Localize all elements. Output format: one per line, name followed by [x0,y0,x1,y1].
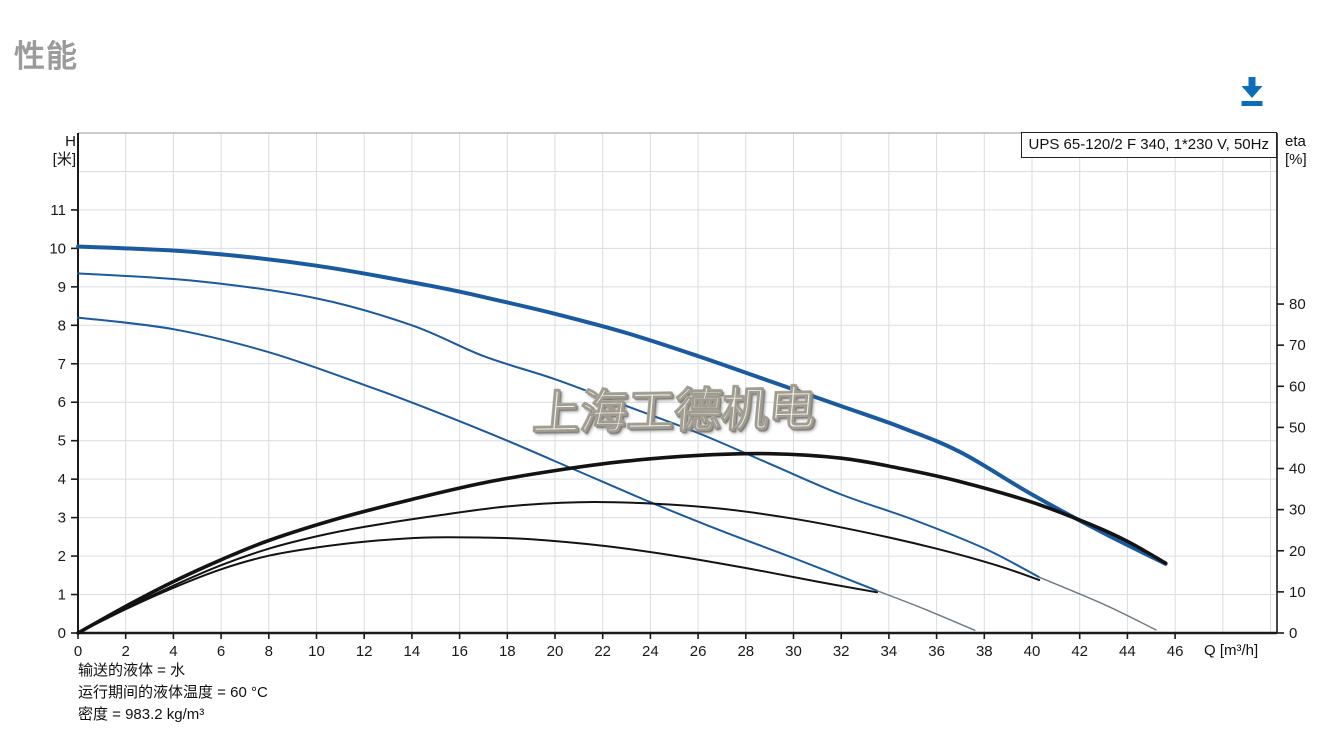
y-right-tick-label: 50 [1289,419,1306,436]
head-curve-speed-1 [77,316,878,592]
x-tick-label: 40 [1024,643,1041,660]
x-tick-label: 8 [265,643,273,660]
y-left-tick-label: 7 [58,356,66,373]
y-right-axis-title-line1: eta [1285,133,1306,150]
y-right-tick-label: 60 [1289,378,1306,395]
download-icon[interactable] [1238,77,1266,107]
x-tick-label: 22 [594,643,611,660]
footnote-liquid-temperature: 运行期间的液体温度 = 60 °C [78,684,268,701]
watermark: 上海工德机电 [531,381,819,440]
y-right-tick-label: 20 [1289,543,1306,560]
y-left-tick-label: 10 [49,240,66,257]
head-curve-speed-2 [77,272,1041,579]
x-tick-label: 18 [499,643,516,660]
footnote-pumped-liquid: 输送的液体 = 水 [78,662,186,679]
eta-curve-speed-2 [77,501,1041,634]
y-left-tick-label: 8 [58,317,66,334]
y-right-tick-label: 30 [1289,502,1306,519]
x-tick-label: 26 [690,643,707,660]
x-axis-title: Q [m³/h] [1204,642,1259,659]
eta-curve-speed-1 [77,536,878,634]
x-tick-label: 28 [737,643,754,660]
y-left-tick-label: 11 [50,202,66,219]
x-tick-label: 14 [404,643,421,660]
y-right-axis-title: eta [%] [1285,133,1307,169]
y-right-tick-label: 0 [1289,625,1297,642]
x-tick-label: 20 [547,643,564,660]
x-tick-label: 32 [833,643,850,660]
x-tick-label: 44 [1119,643,1136,660]
y-left-tick-label: 6 [58,394,66,411]
x-tick-label: 10 [308,643,325,660]
y-right-tick-label: 80 [1289,296,1306,313]
footnote-density: 密度 = 983.2 kg/m³ [78,706,205,723]
head-curve-speed-2-extension [1038,576,1157,631]
x-tick-label: 4 [169,643,177,660]
y-right-tick-label: 70 [1289,337,1306,354]
y-left-tick-label: 4 [58,471,66,488]
y-left-axis-title-line2: [米] [52,151,76,168]
y-right-tick-label: 40 [1289,461,1306,478]
chart-footnotes: 输送的液体 = 水 运行期间的液体温度 = 60 °C 密度 = 983.2 k… [78,660,268,726]
x-tick-label: 30 [785,643,802,660]
y-left-tick-label: 9 [58,279,66,296]
y-right-tick-label: 10 [1289,584,1306,601]
y-left-axis-title-line1: H [65,133,76,150]
x-tick-label: 46 [1167,643,1184,660]
x-tick-label: 34 [881,643,898,660]
head-curve-speed-3 [76,244,1168,566]
x-tick-label: 0 [74,643,82,660]
y-left-tick-label: 0 [58,625,66,642]
x-tick-label: 38 [976,643,993,660]
x-tick-label: 24 [642,643,659,660]
y-left-tick-label: 2 [58,548,66,565]
head-curve-speed-1-extension [876,590,976,631]
x-tick-label: 36 [928,643,945,660]
y-left-tick-label: 1 [58,587,66,604]
x-tick-label: 12 [356,643,373,660]
page-title: 性能 [14,38,78,74]
chart-legend: UPS 65-120/2 F 340, 1*230 V, 50Hz [1020,132,1277,158]
download-arrow-glyph [1241,77,1263,106]
eta-curve-speed-3 [76,451,1168,635]
y-left-tick-label: 3 [58,510,66,527]
y-left-axis-title: H [米] [36,133,76,169]
x-tick-label: 16 [451,643,468,660]
y-left-tick-label: 5 [58,433,66,450]
y-right-axis-title-line2: [%] [1285,151,1307,168]
x-tick-label: 6 [217,643,225,660]
x-tick-label: 2 [122,643,130,660]
x-tick-label: 42 [1071,643,1088,660]
